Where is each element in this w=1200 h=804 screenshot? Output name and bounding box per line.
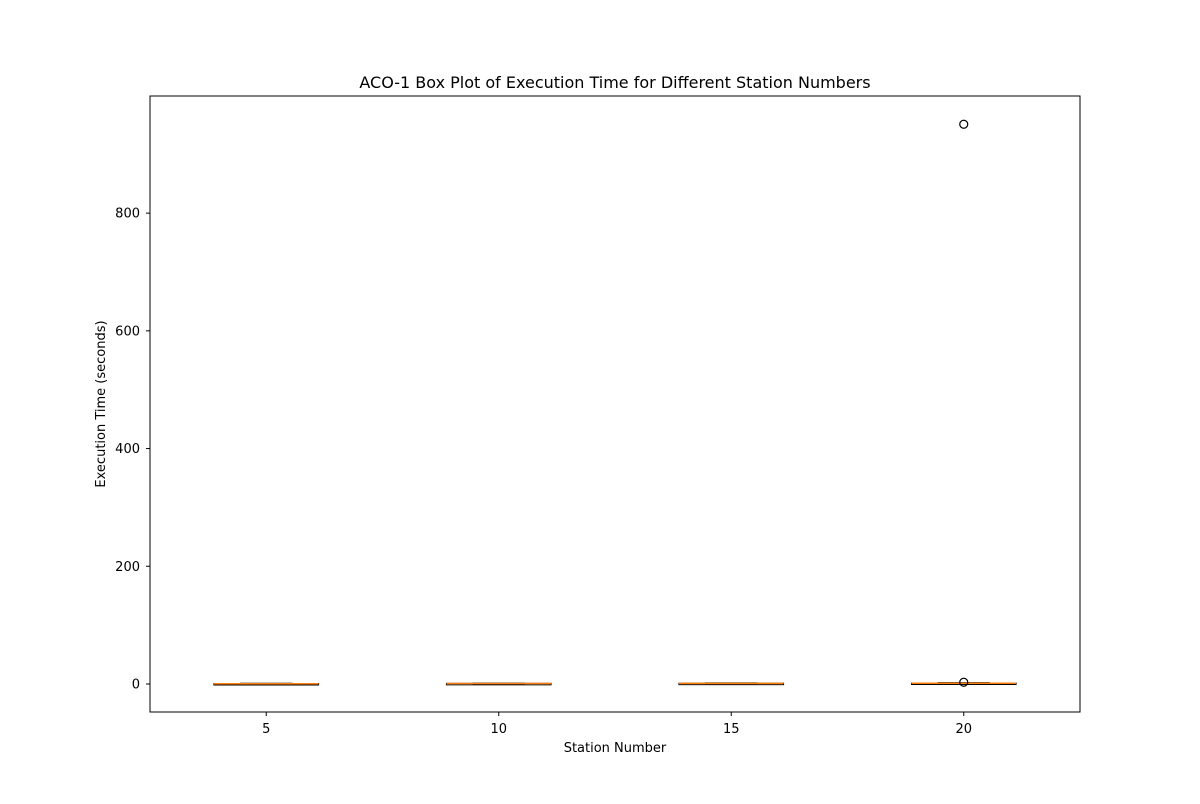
x-axis-ticks: 5 10 15 20 [262, 712, 972, 737]
chart-title: ACO-1 Box Plot of Execution Time for Dif… [359, 73, 870, 92]
x-tick-label: 10 [490, 722, 507, 737]
box-15 [678, 682, 785, 686]
x-tick-label: 20 [955, 722, 972, 737]
box-20 [910, 119, 1017, 687]
y-tick-label: 600 [115, 324, 140, 339]
y-axis-ticks: 0 200 400 600 800 [115, 207, 150, 692]
y-tick-label: 400 [115, 442, 140, 457]
outlier-point [959, 677, 969, 687]
x-tick-label: 15 [723, 722, 740, 737]
x-tick-label: 5 [262, 722, 270, 737]
y-tick-label: 800 [115, 207, 140, 222]
outlier-point [959, 119, 969, 129]
box-5 [213, 682, 320, 686]
y-tick-label: 200 [115, 560, 140, 575]
plot-layer [213, 119, 1017, 687]
plot-frame [149, 95, 1081, 713]
box-10 [445, 682, 552, 686]
y-axis-label: Execution Time (seconds) [94, 320, 109, 487]
x-axis-label: Station Number [564, 741, 667, 756]
y-tick-label: 0 [132, 677, 140, 692]
